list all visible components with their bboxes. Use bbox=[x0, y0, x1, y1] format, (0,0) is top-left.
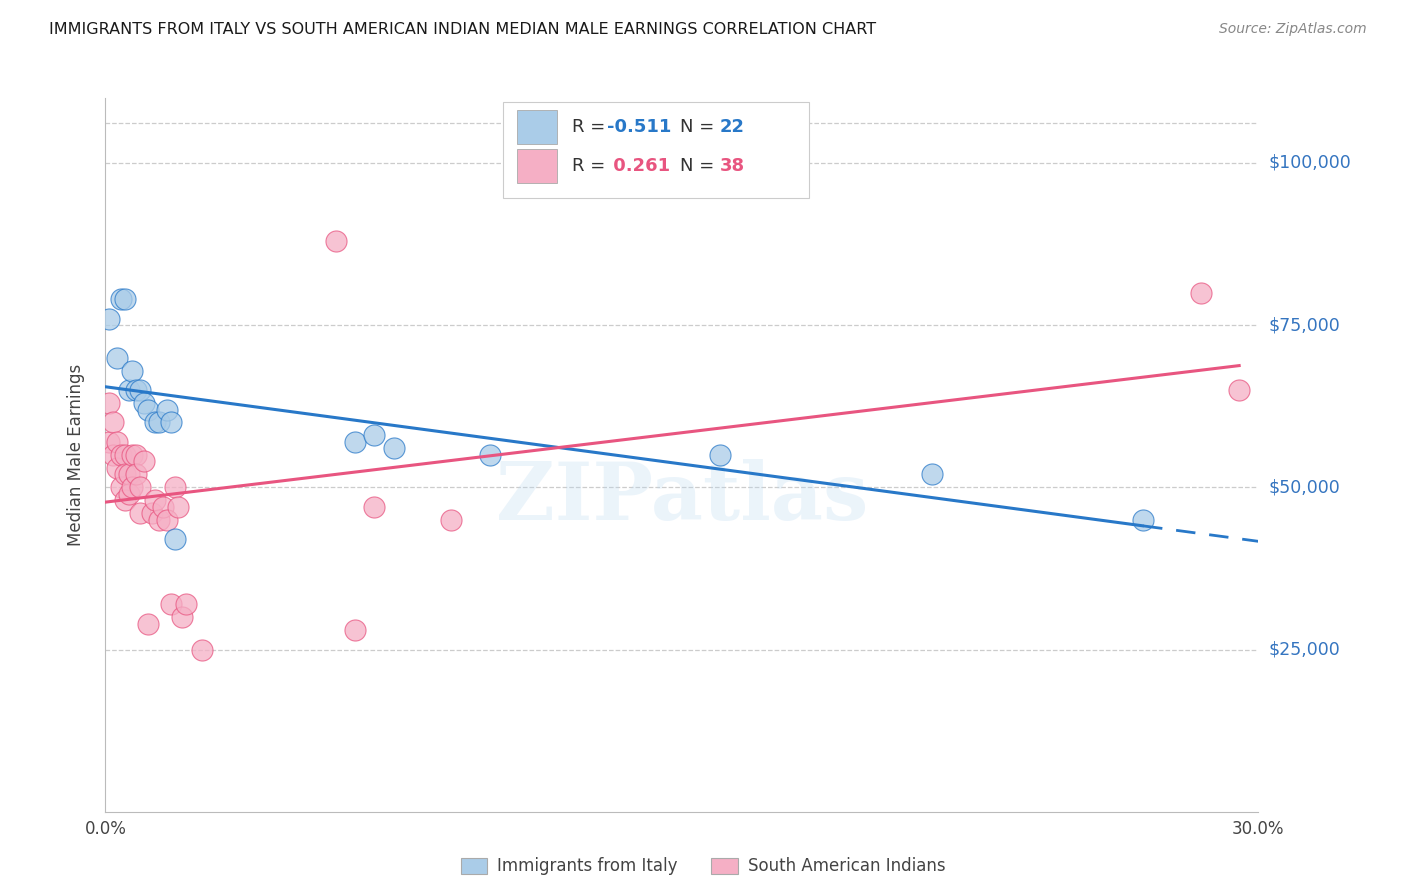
Point bbox=[98, 434, 121, 449]
Point bbox=[174, 597, 197, 611]
Point bbox=[110, 480, 132, 494]
Point bbox=[1227, 383, 1250, 397]
Point bbox=[110, 448, 132, 462]
Point bbox=[344, 434, 367, 449]
Point bbox=[114, 467, 136, 482]
Point bbox=[101, 416, 124, 430]
Point bbox=[145, 493, 167, 508]
Text: 22: 22 bbox=[720, 118, 745, 136]
Text: ZIPatlas: ZIPatlas bbox=[496, 458, 868, 537]
Point bbox=[114, 292, 136, 306]
Point bbox=[1132, 513, 1154, 527]
Point bbox=[114, 493, 136, 508]
Point bbox=[132, 454, 155, 468]
Point bbox=[101, 448, 124, 462]
Point bbox=[709, 448, 731, 462]
Point bbox=[159, 597, 181, 611]
Point bbox=[145, 416, 167, 430]
Text: Source: ZipAtlas.com: Source: ZipAtlas.com bbox=[1219, 22, 1367, 37]
Point bbox=[136, 402, 159, 417]
Point bbox=[121, 448, 143, 462]
Point bbox=[440, 513, 463, 527]
Legend: Immigrants from Italy, South American Indians: Immigrants from Italy, South American In… bbox=[454, 851, 952, 882]
Point bbox=[129, 506, 152, 520]
Point bbox=[148, 416, 170, 430]
Point bbox=[478, 448, 501, 462]
Point bbox=[117, 383, 139, 397]
FancyBboxPatch shape bbox=[517, 110, 557, 144]
Text: $75,000: $75,000 bbox=[1268, 316, 1340, 334]
Point bbox=[152, 500, 174, 514]
Point bbox=[363, 428, 385, 442]
Text: $50,000: $50,000 bbox=[1268, 478, 1340, 496]
Point bbox=[129, 480, 152, 494]
Point bbox=[325, 234, 347, 248]
Point bbox=[117, 487, 139, 501]
Point bbox=[167, 500, 190, 514]
FancyBboxPatch shape bbox=[503, 102, 808, 198]
Point bbox=[105, 351, 128, 365]
Point bbox=[172, 610, 194, 624]
Point bbox=[121, 363, 143, 377]
Point bbox=[125, 467, 148, 482]
Text: $25,000: $25,000 bbox=[1268, 640, 1340, 658]
Point bbox=[148, 513, 170, 527]
Point bbox=[382, 442, 405, 456]
Point bbox=[1189, 285, 1212, 300]
Point bbox=[159, 416, 181, 430]
Point bbox=[110, 292, 132, 306]
Point bbox=[125, 383, 148, 397]
Point bbox=[105, 434, 128, 449]
Point bbox=[921, 467, 943, 482]
Text: $100,000: $100,000 bbox=[1268, 154, 1351, 172]
Point bbox=[105, 461, 128, 475]
Point bbox=[125, 448, 148, 462]
Point bbox=[117, 467, 139, 482]
Point bbox=[190, 642, 212, 657]
Text: R =: R = bbox=[572, 157, 612, 175]
Point bbox=[129, 383, 152, 397]
Text: N =: N = bbox=[679, 157, 720, 175]
Point bbox=[163, 480, 186, 494]
Point bbox=[163, 533, 186, 547]
Text: N =: N = bbox=[679, 118, 720, 136]
FancyBboxPatch shape bbox=[517, 149, 557, 183]
Point bbox=[98, 311, 121, 326]
Point bbox=[141, 506, 163, 520]
Text: R =: R = bbox=[572, 118, 612, 136]
Point bbox=[121, 480, 143, 494]
Text: IMMIGRANTS FROM ITALY VS SOUTH AMERICAN INDIAN MEDIAN MALE EARNINGS CORRELATION : IMMIGRANTS FROM ITALY VS SOUTH AMERICAN … bbox=[49, 22, 876, 37]
Text: 0.261: 0.261 bbox=[607, 157, 671, 175]
Point bbox=[363, 500, 385, 514]
Point bbox=[344, 623, 367, 637]
Point bbox=[136, 616, 159, 631]
Point bbox=[156, 402, 179, 417]
Point bbox=[156, 513, 179, 527]
Text: 38: 38 bbox=[720, 157, 745, 175]
Y-axis label: Median Male Earnings: Median Male Earnings bbox=[66, 364, 84, 546]
Point bbox=[98, 396, 121, 410]
Point bbox=[114, 448, 136, 462]
Point bbox=[132, 396, 155, 410]
Text: -0.511: -0.511 bbox=[607, 118, 671, 136]
